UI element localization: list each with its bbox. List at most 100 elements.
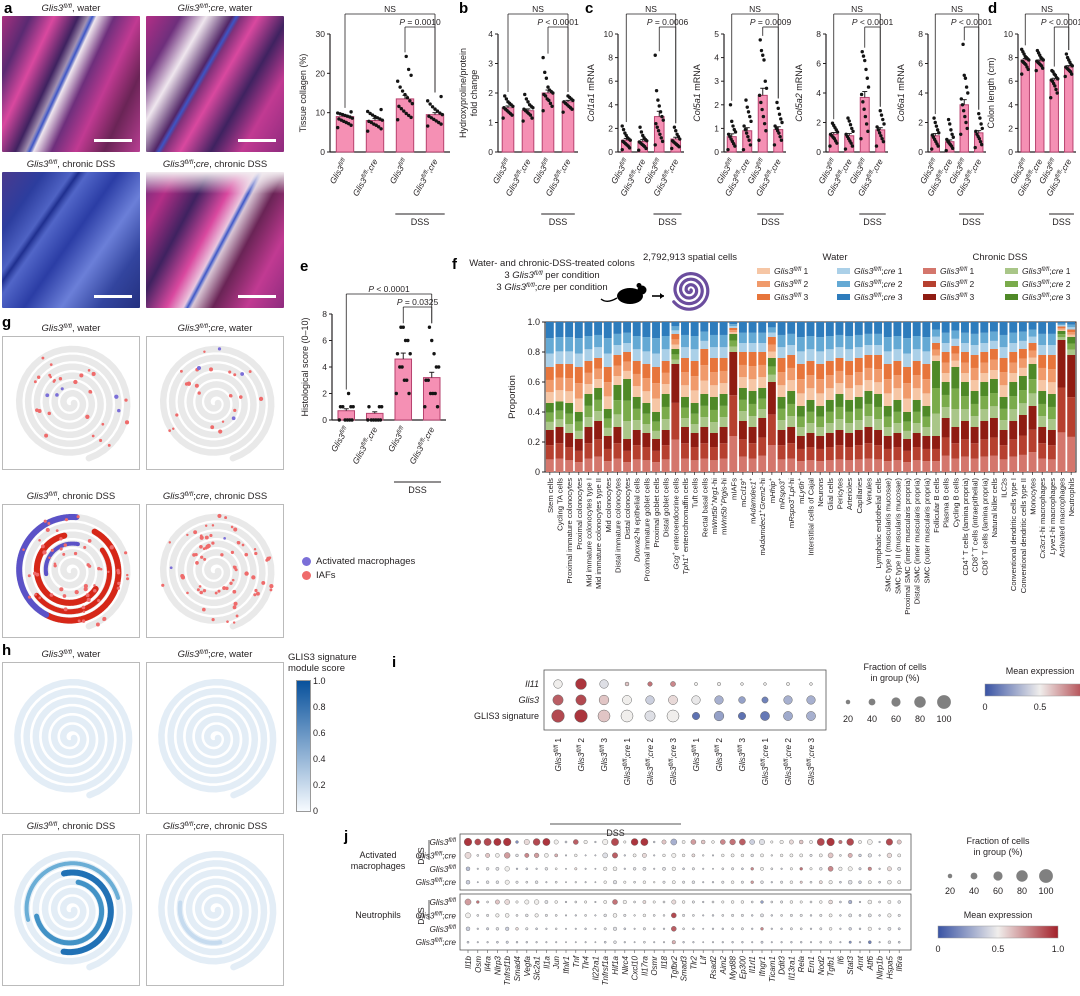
stack-segment <box>1057 329 1066 331</box>
stack-segment <box>584 372 593 385</box>
stack-segment <box>545 322 554 339</box>
stack-segment <box>565 460 574 472</box>
cell-dot <box>73 379 78 385</box>
cell-dot <box>209 367 214 372</box>
expression-dot <box>783 695 793 705</box>
stack-segment <box>565 447 574 461</box>
stack-segment <box>816 461 825 472</box>
expression-dot <box>555 941 558 944</box>
expression-dot <box>819 913 823 917</box>
stack-segment <box>893 336 902 350</box>
cell-type-label: Proximal SMC (inner muscularis propria) <box>903 478 912 615</box>
stack-segment <box>584 405 593 418</box>
expression-dot <box>789 913 793 917</box>
expression-dot <box>789 880 794 884</box>
expression-dot <box>661 839 667 845</box>
data-point <box>542 92 546 97</box>
data-point <box>878 109 882 113</box>
data-point <box>377 405 382 409</box>
stack-segment <box>555 401 564 411</box>
stack-segment <box>681 407 689 418</box>
stack-segment <box>748 332 757 343</box>
expression-dot <box>712 867 714 870</box>
stack-segment <box>652 439 660 451</box>
stack-segment <box>777 385 786 397</box>
stack-segment <box>874 333 883 346</box>
data-point <box>423 405 427 409</box>
cell-type-label: mWnt5b+Ptgis-hi <box>720 478 729 535</box>
expression-dot <box>760 853 764 858</box>
data-point <box>428 102 432 106</box>
data-point <box>732 127 736 132</box>
stack-segment <box>1009 352 1018 363</box>
stack-segment <box>652 450 660 463</box>
cell-type-label: mAdamdec1+Grem2-hi <box>758 478 767 556</box>
expression-dot <box>476 900 480 904</box>
stack-segment <box>574 398 583 412</box>
data-point <box>656 129 661 133</box>
cell-dot <box>224 516 228 520</box>
cell-dot <box>254 588 258 593</box>
y-tick-label: 4 <box>608 100 613 110</box>
stack-segment <box>748 379 757 391</box>
expression-dot <box>750 880 754 884</box>
cell-dot <box>63 607 68 612</box>
stack-segment <box>1028 350 1037 358</box>
data-point <box>428 391 433 396</box>
expression-dot <box>799 900 803 904</box>
size-legend-value: 60 <box>993 886 1003 896</box>
data-point <box>950 132 954 136</box>
stack-segment <box>970 333 979 346</box>
expression-dot <box>633 914 636 917</box>
data-point <box>763 79 767 83</box>
stack-segment <box>758 437 767 456</box>
stack-segment <box>854 420 863 430</box>
stack-segment <box>951 330 960 339</box>
y-tick-label: 1 <box>488 118 493 128</box>
spatial-plot-h <box>146 834 284 986</box>
cell-type-label: Distal immature colonocytes <box>613 478 622 573</box>
size-legend-value: 40 <box>969 886 979 896</box>
expression-dot <box>818 853 823 858</box>
expression-dot <box>633 927 636 930</box>
stack-segment <box>874 430 883 446</box>
stack-segment <box>854 445 863 460</box>
expression-dot <box>729 838 736 846</box>
stack-segment <box>642 424 651 433</box>
stack-segment <box>951 388 960 409</box>
data-point <box>881 139 886 144</box>
cell-dot <box>226 620 229 623</box>
stack-segment <box>1038 391 1047 404</box>
stack-segment <box>999 445 1008 460</box>
y-axis-label: Hydroxyproline/protein <box>458 48 468 138</box>
cell-dot <box>172 427 175 430</box>
data-point <box>850 126 854 131</box>
expression-dot <box>495 913 500 918</box>
cell-dot <box>124 551 128 555</box>
stack-segment <box>719 394 728 406</box>
size-legend-dot <box>914 696 926 708</box>
expression-dot <box>780 914 783 917</box>
cell-type-label: mCcl19+ <box>739 478 748 507</box>
data-point <box>337 117 341 121</box>
data-point <box>859 92 864 97</box>
gene-label: Nlrp3 <box>493 955 502 975</box>
stack-segment <box>565 413 574 424</box>
stack-segment <box>816 322 825 338</box>
stack-segment <box>825 433 834 448</box>
row-label: Il11 <box>525 679 539 689</box>
expression-dot <box>534 880 539 884</box>
cell-dot <box>184 382 189 386</box>
legend-label: Glis3fl/fl;cre 1 <box>1022 266 1071 276</box>
stack-segment <box>941 382 950 395</box>
cell-dot <box>43 519 47 523</box>
stack-segment <box>796 416 805 427</box>
stack-segment <box>961 421 969 440</box>
expression-dot <box>545 941 548 944</box>
stack-segment <box>825 460 834 472</box>
block-label: Activated <box>359 850 396 860</box>
expression-dot <box>897 900 901 904</box>
stack-segment <box>738 364 747 378</box>
expression-dot <box>642 927 646 931</box>
stack-segment <box>883 406 892 417</box>
